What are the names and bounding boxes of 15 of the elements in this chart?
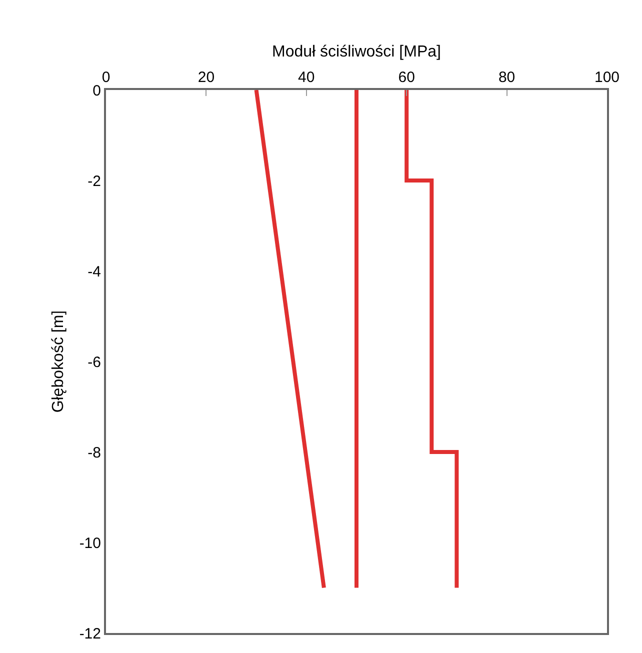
y-tick-label: -2 xyxy=(88,172,101,190)
line-series xyxy=(404,90,459,590)
x-tick-label: 40 xyxy=(298,69,315,86)
y-tick-label: 0 xyxy=(92,82,101,100)
y-tick-label: -10 xyxy=(79,534,101,552)
y-tick-label: -4 xyxy=(88,263,101,280)
x-tick-label: 100 xyxy=(594,69,620,86)
x-tick-label: 80 xyxy=(498,69,516,86)
y-tick-label: -8 xyxy=(88,444,101,462)
y-axis-title: Głębokość [m] xyxy=(50,310,67,413)
x-tick-label: 60 xyxy=(398,69,415,86)
y-tick-label: -12 xyxy=(79,625,101,642)
x-tick-label: 20 xyxy=(198,69,215,86)
y-tick-label: -6 xyxy=(88,354,101,371)
x-axis-title: Moduł ściśliwości [MPa] xyxy=(272,43,441,60)
